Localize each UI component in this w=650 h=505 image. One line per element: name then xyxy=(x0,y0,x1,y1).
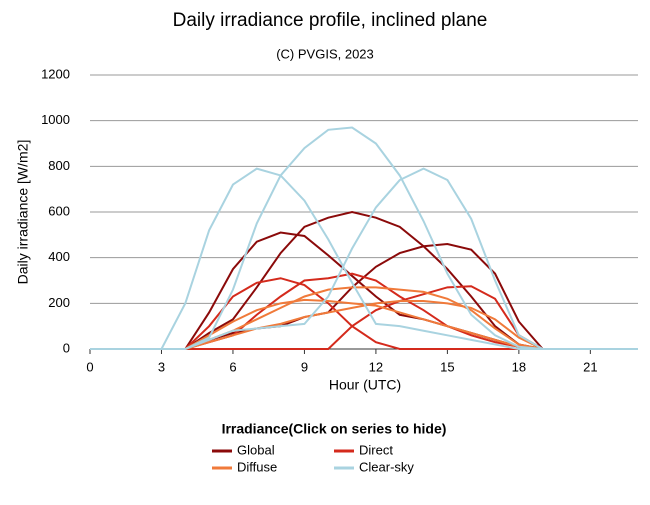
legend-entry[interactable]: Clear-sky xyxy=(334,459,414,474)
y-axis-label: Daily irradiance [W/m2] xyxy=(15,140,31,285)
legend-entry[interactable]: Global xyxy=(212,442,275,457)
series-group xyxy=(90,126,638,350)
series-line xyxy=(90,167,638,350)
x-tick-label: 6 xyxy=(229,359,236,374)
x-tick-label: 21 xyxy=(583,359,597,374)
x-tick-label: 9 xyxy=(301,359,308,374)
chart-subtitle: (C) PVGIS, 2023 xyxy=(276,46,374,61)
x-tick-label: 3 xyxy=(158,359,165,374)
legend-entry[interactable]: Diffuse xyxy=(212,459,277,474)
y-tick-label: 200 xyxy=(48,295,70,310)
y-tick-label: 400 xyxy=(48,249,70,264)
y-tick-label: 0 xyxy=(63,340,70,355)
y-tick-label: 800 xyxy=(48,158,70,173)
x-tick-label: 12 xyxy=(369,359,383,374)
legend-title: Irradiance(Click on series to hide) xyxy=(222,421,447,437)
x-axis-label: Hour (UTC) xyxy=(329,377,401,393)
chart-title: Daily irradiance profile, inclined plane xyxy=(173,10,488,31)
x-tick-label: 0 xyxy=(86,359,93,374)
legend-label: Direct xyxy=(359,442,393,457)
legend-entry[interactable]: Direct xyxy=(334,442,393,457)
x-tick-label: 18 xyxy=(512,359,526,374)
legend-label: Global xyxy=(237,442,275,457)
legend-label: Diffuse xyxy=(237,459,277,474)
x-tick-label: 15 xyxy=(440,359,454,374)
y-tick-label: 1000 xyxy=(41,112,70,127)
y-tick-label: 1200 xyxy=(41,66,70,81)
y-tick-label: 600 xyxy=(48,203,70,218)
legend-label: Clear-sky xyxy=(359,459,414,474)
